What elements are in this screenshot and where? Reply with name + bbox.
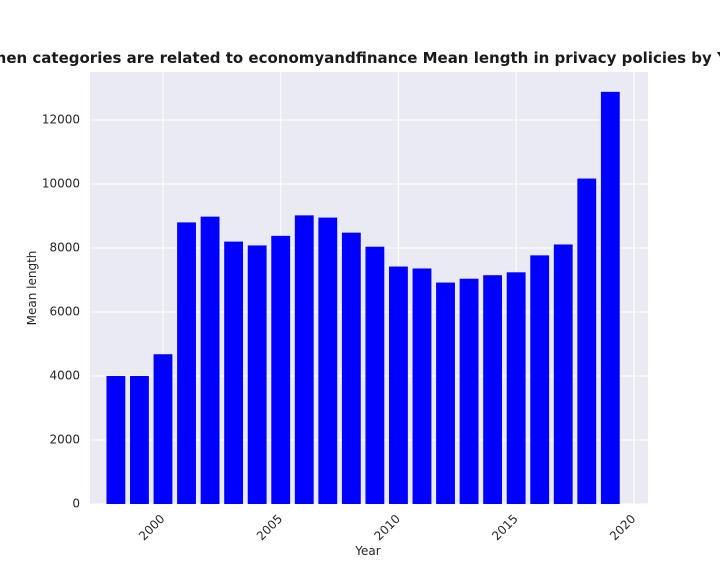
x-tick-label: 2010 [372,512,403,543]
bar-2012 [436,282,455,504]
bar-2001 [177,222,196,504]
y-axis-label: Mean length [25,251,39,326]
y-tick-label: 6000 [49,305,80,319]
x-tick-label: 2015 [489,512,520,543]
x-tick-label: 2000 [136,512,167,543]
bar-2019 [600,91,620,504]
bar-1999 [130,376,149,504]
bar-2000 [153,354,173,504]
y-tick-labels: 0 2000 4000 6000 8000 10000 12000 [42,113,80,511]
bar-2006 [294,215,314,505]
bar-2011 [412,268,432,504]
y-tick-label: 0 [72,497,80,511]
bar-2017 [553,244,573,505]
y-tick-label: 8000 [49,241,80,255]
bar-2009 [365,246,385,504]
chart-title: when categories are related to economyan… [0,49,720,67]
bar-1998 [106,376,126,504]
y-tick-label: 10000 [42,177,80,191]
bar-2013 [459,278,479,504]
bar-2005 [271,235,291,504]
x-tick-labels: 2000 2005 2010 2015 2020 [136,512,638,543]
bar-2016 [530,255,550,504]
bar-2018 [577,178,597,504]
y-tick-label: 12000 [42,113,80,127]
y-tick-label: 4000 [49,369,80,383]
bar-2008 [341,232,361,504]
x-axis-label: Year [354,544,380,558]
bar-2002 [200,216,220,504]
bar-2014 [483,275,503,504]
bar-2004 [247,245,267,504]
bar-2003 [224,241,244,504]
y-tick-label: 2000 [49,433,80,447]
x-tick-label: 2005 [254,512,285,543]
x-tick-label: 2020 [607,512,638,543]
bar-2015 [506,272,526,504]
bars [106,91,620,505]
bar-2007 [318,217,338,504]
bar-2010 [389,266,408,504]
